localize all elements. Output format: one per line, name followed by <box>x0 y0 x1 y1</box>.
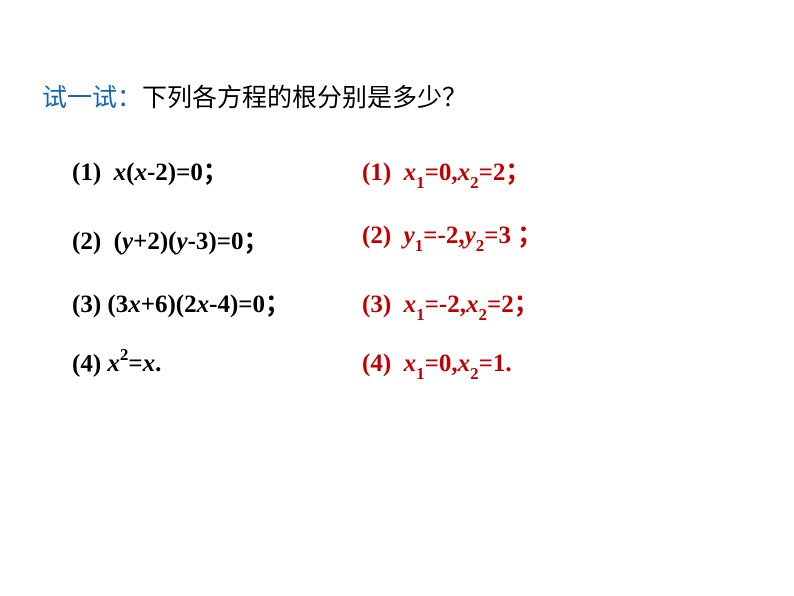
question-cell: (1) x(x-2)=0； <box>72 152 362 188</box>
q-label: (2) <box>72 228 101 255</box>
q-label: (1) <box>72 159 101 186</box>
answer-cell: (3) x1=-2,x2=2； <box>362 284 539 323</box>
equation-rows: (1) x(x-2)=0； (1) x1=0,x2=2； (2) (y+2)(y… <box>72 152 754 382</box>
q-body: (3x+6)(2x-4)=0； <box>107 291 290 318</box>
q-label: (4) <box>72 350 101 377</box>
q-body: (y+2)(y-3)=0； <box>114 228 269 255</box>
question-cell: (4) x2=x. <box>72 347 362 378</box>
a-label: (3) <box>362 291 391 318</box>
a-label: (1) <box>362 159 391 186</box>
equation-row: (1) x(x-2)=0； (1) x1=0,x2=2； <box>72 152 754 191</box>
a-body: y1=-2,y2=3 ； <box>404 222 543 249</box>
heading-prefix: 试一试： <box>42 84 142 112</box>
answer-cell: (1) x1=0,x2=2； <box>362 152 530 191</box>
a-body: x1=0,x2=2； <box>404 159 531 186</box>
a-body: x1=0,x2=1. <box>404 350 512 377</box>
heading-rest: 下列各方程的根分别是多少？ <box>142 84 467 112</box>
equation-row: (4) x2=x. (4) x1=0,x2=1. <box>72 347 754 382</box>
equation-row: (3) (3x+6)(2x-4)=0； (3) x1=-2,x2=2； <box>72 284 754 323</box>
a-label: (4) <box>362 350 391 377</box>
q-label: (3) <box>72 291 101 318</box>
a-label: (2) <box>362 222 391 249</box>
question-cell: (2) (y+2)(y-3)=0； <box>72 221 362 257</box>
question-cell: (3) (3x+6)(2x-4)=0； <box>72 284 362 320</box>
answer-cell: (4) x1=0,x2=1. <box>362 350 512 382</box>
slide-content: 试一试：下列各方程的根分别是多少？ (1) x(x-2)=0； (1) x1=0… <box>42 78 754 382</box>
q-body: x2=x. <box>107 350 161 377</box>
q-body: x(x-2)=0； <box>114 159 228 186</box>
equation-row: (2) (y+2)(y-3)=0； (2) y1=-2,y2=3 ； <box>72 221 754 260</box>
answer-cell: (2) y1=-2,y2=3 ； <box>362 215 542 254</box>
a-body: x1=-2,x2=2； <box>404 291 539 318</box>
heading: 试一试：下列各方程的根分别是多少？ <box>42 78 754 114</box>
